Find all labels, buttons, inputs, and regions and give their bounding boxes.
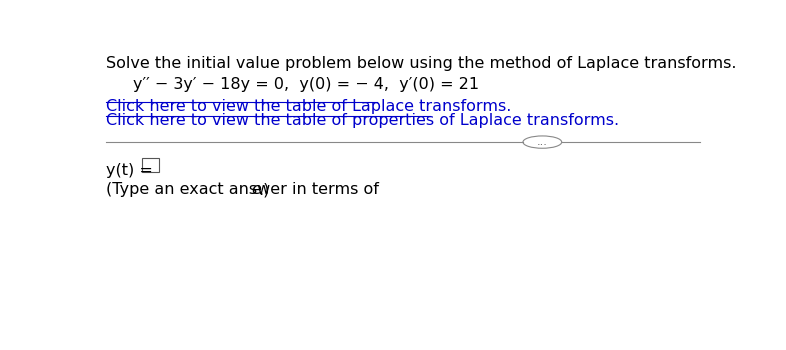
Text: e: e (252, 182, 262, 197)
Text: Solve the initial value problem below using the method of Laplace transforms.: Solve the initial value problem below us… (106, 56, 736, 71)
Text: (Type an exact answer in terms of: (Type an exact answer in terms of (106, 182, 384, 197)
Text: .): .) (258, 182, 270, 197)
Text: y′′ − 3y′ − 18y = 0,  y(0) = − 4,  y′(0) = 21: y′′ − 3y′ − 18y = 0, y(0) = − 4, y′(0) =… (133, 77, 479, 92)
Text: y(t) =: y(t) = (106, 163, 152, 178)
Text: ...: ... (537, 137, 548, 147)
Text: Click here to view the table of Laplace transforms.: Click here to view the table of Laplace … (106, 99, 512, 114)
Text: Click here to view the table of properties of Laplace transforms.: Click here to view the table of properti… (106, 113, 619, 128)
FancyBboxPatch shape (142, 158, 160, 172)
Ellipse shape (523, 136, 562, 148)
